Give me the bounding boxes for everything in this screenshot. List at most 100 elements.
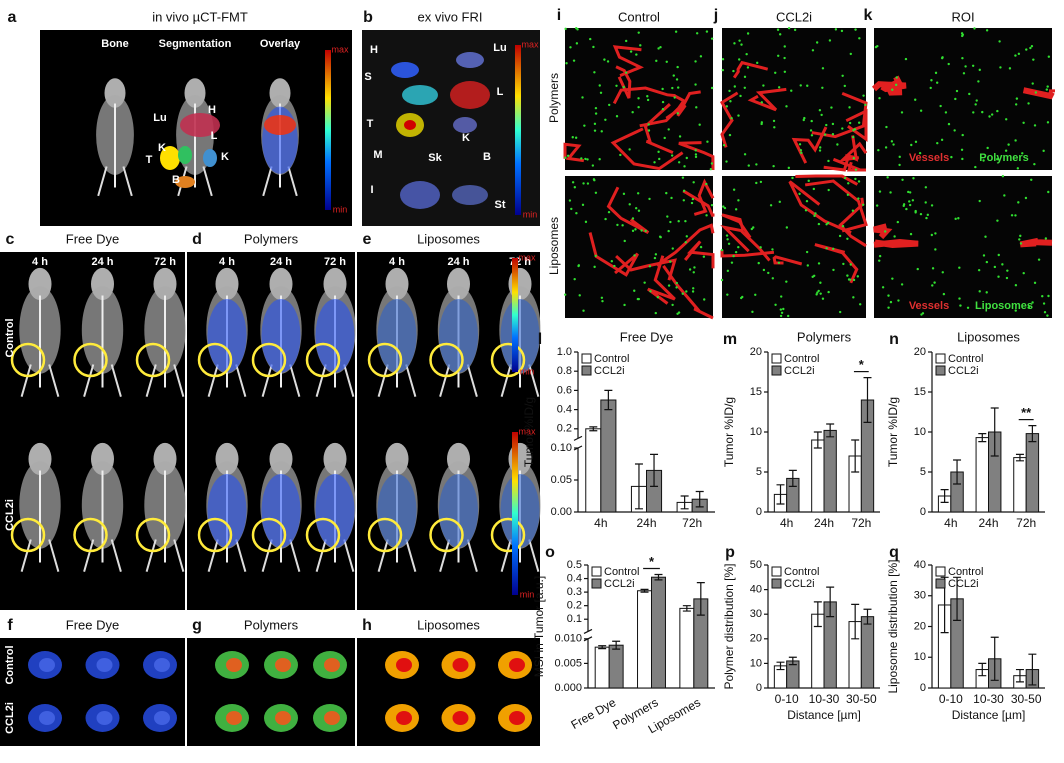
label: Control (594, 353, 629, 365)
particle (710, 37, 714, 40)
particle (779, 314, 783, 318)
particle (725, 160, 728, 163)
particle (985, 291, 988, 294)
vessel (693, 178, 715, 216)
skeleton (83, 364, 95, 397)
particle (698, 123, 701, 126)
tumor-circle (10, 517, 46, 553)
particle (900, 111, 904, 114)
error-bar (589, 426, 598, 432)
error-bar (654, 573, 663, 581)
particle (777, 261, 781, 264)
particle (772, 164, 775, 168)
particle (857, 180, 861, 183)
particle (730, 261, 734, 264)
particle (934, 232, 937, 235)
label: 0.3 (567, 586, 582, 598)
particle (589, 37, 592, 41)
particle (743, 75, 747, 79)
particle (604, 217, 607, 221)
particle (909, 232, 913, 236)
tumor (452, 658, 469, 672)
label: 24 h (270, 256, 292, 268)
particle (747, 164, 750, 167)
particle (600, 296, 604, 299)
particle (892, 143, 895, 146)
particle (944, 111, 948, 114)
error-bar (863, 608, 872, 625)
particle (832, 247, 835, 251)
particle (723, 206, 727, 210)
particle (893, 235, 896, 238)
label: T (367, 118, 374, 130)
particle (898, 155, 901, 159)
particle (961, 157, 964, 161)
particle (692, 287, 695, 290)
label: Liposomes (547, 217, 561, 275)
signal (438, 298, 479, 373)
particle (993, 265, 997, 269)
label: ROI (951, 9, 974, 24)
particle (564, 27, 567, 31)
vessel (732, 60, 769, 79)
particle (857, 197, 860, 200)
particle (640, 229, 643, 232)
particle (996, 109, 999, 113)
label: Lu (493, 42, 506, 54)
particle (648, 265, 652, 268)
vessel (791, 126, 828, 164)
particle (649, 290, 652, 293)
particle (778, 33, 782, 36)
label: St (495, 199, 506, 211)
particle (593, 129, 597, 132)
particle (1027, 306, 1031, 309)
particle (933, 281, 936, 284)
particle (990, 113, 994, 116)
particle (874, 45, 878, 49)
skeleton (122, 166, 133, 197)
label: i (557, 7, 561, 24)
particle (737, 245, 740, 249)
skeleton (343, 539, 355, 572)
particle (964, 65, 967, 68)
particle (1029, 46, 1032, 50)
particle (575, 42, 579, 45)
label: 72 h (154, 256, 176, 268)
label: Liposomes (417, 231, 480, 246)
particle (1027, 102, 1030, 105)
particle (654, 311, 657, 315)
particle (607, 210, 611, 214)
bar (608, 644, 624, 689)
particle (1006, 269, 1009, 272)
particle (905, 207, 908, 211)
tumor (509, 711, 525, 725)
particle (1015, 97, 1019, 100)
label: 20 (750, 346, 762, 358)
label: Tumor %ID/g (722, 397, 736, 467)
particle (743, 86, 746, 89)
particle (722, 143, 726, 147)
particle (777, 54, 780, 57)
particle (841, 127, 844, 130)
particle (737, 114, 740, 117)
particle (709, 167, 713, 171)
label: Polymers (979, 152, 1029, 164)
particle (924, 186, 928, 189)
skeleton (235, 364, 247, 397)
error-bar (1015, 453, 1024, 462)
particle (920, 313, 923, 316)
label: H (370, 44, 378, 56)
particle (598, 84, 601, 87)
particle (798, 143, 802, 146)
vessel (662, 264, 714, 320)
tumor-circle (429, 517, 464, 553)
particle (966, 306, 970, 309)
particle (636, 297, 640, 301)
label: B (172, 174, 180, 186)
particle (827, 188, 830, 192)
particle (760, 121, 764, 124)
legend-swatch (935, 353, 946, 364)
particle (1019, 242, 1023, 245)
label: L (211, 130, 218, 142)
label: CCL2i (776, 9, 812, 24)
